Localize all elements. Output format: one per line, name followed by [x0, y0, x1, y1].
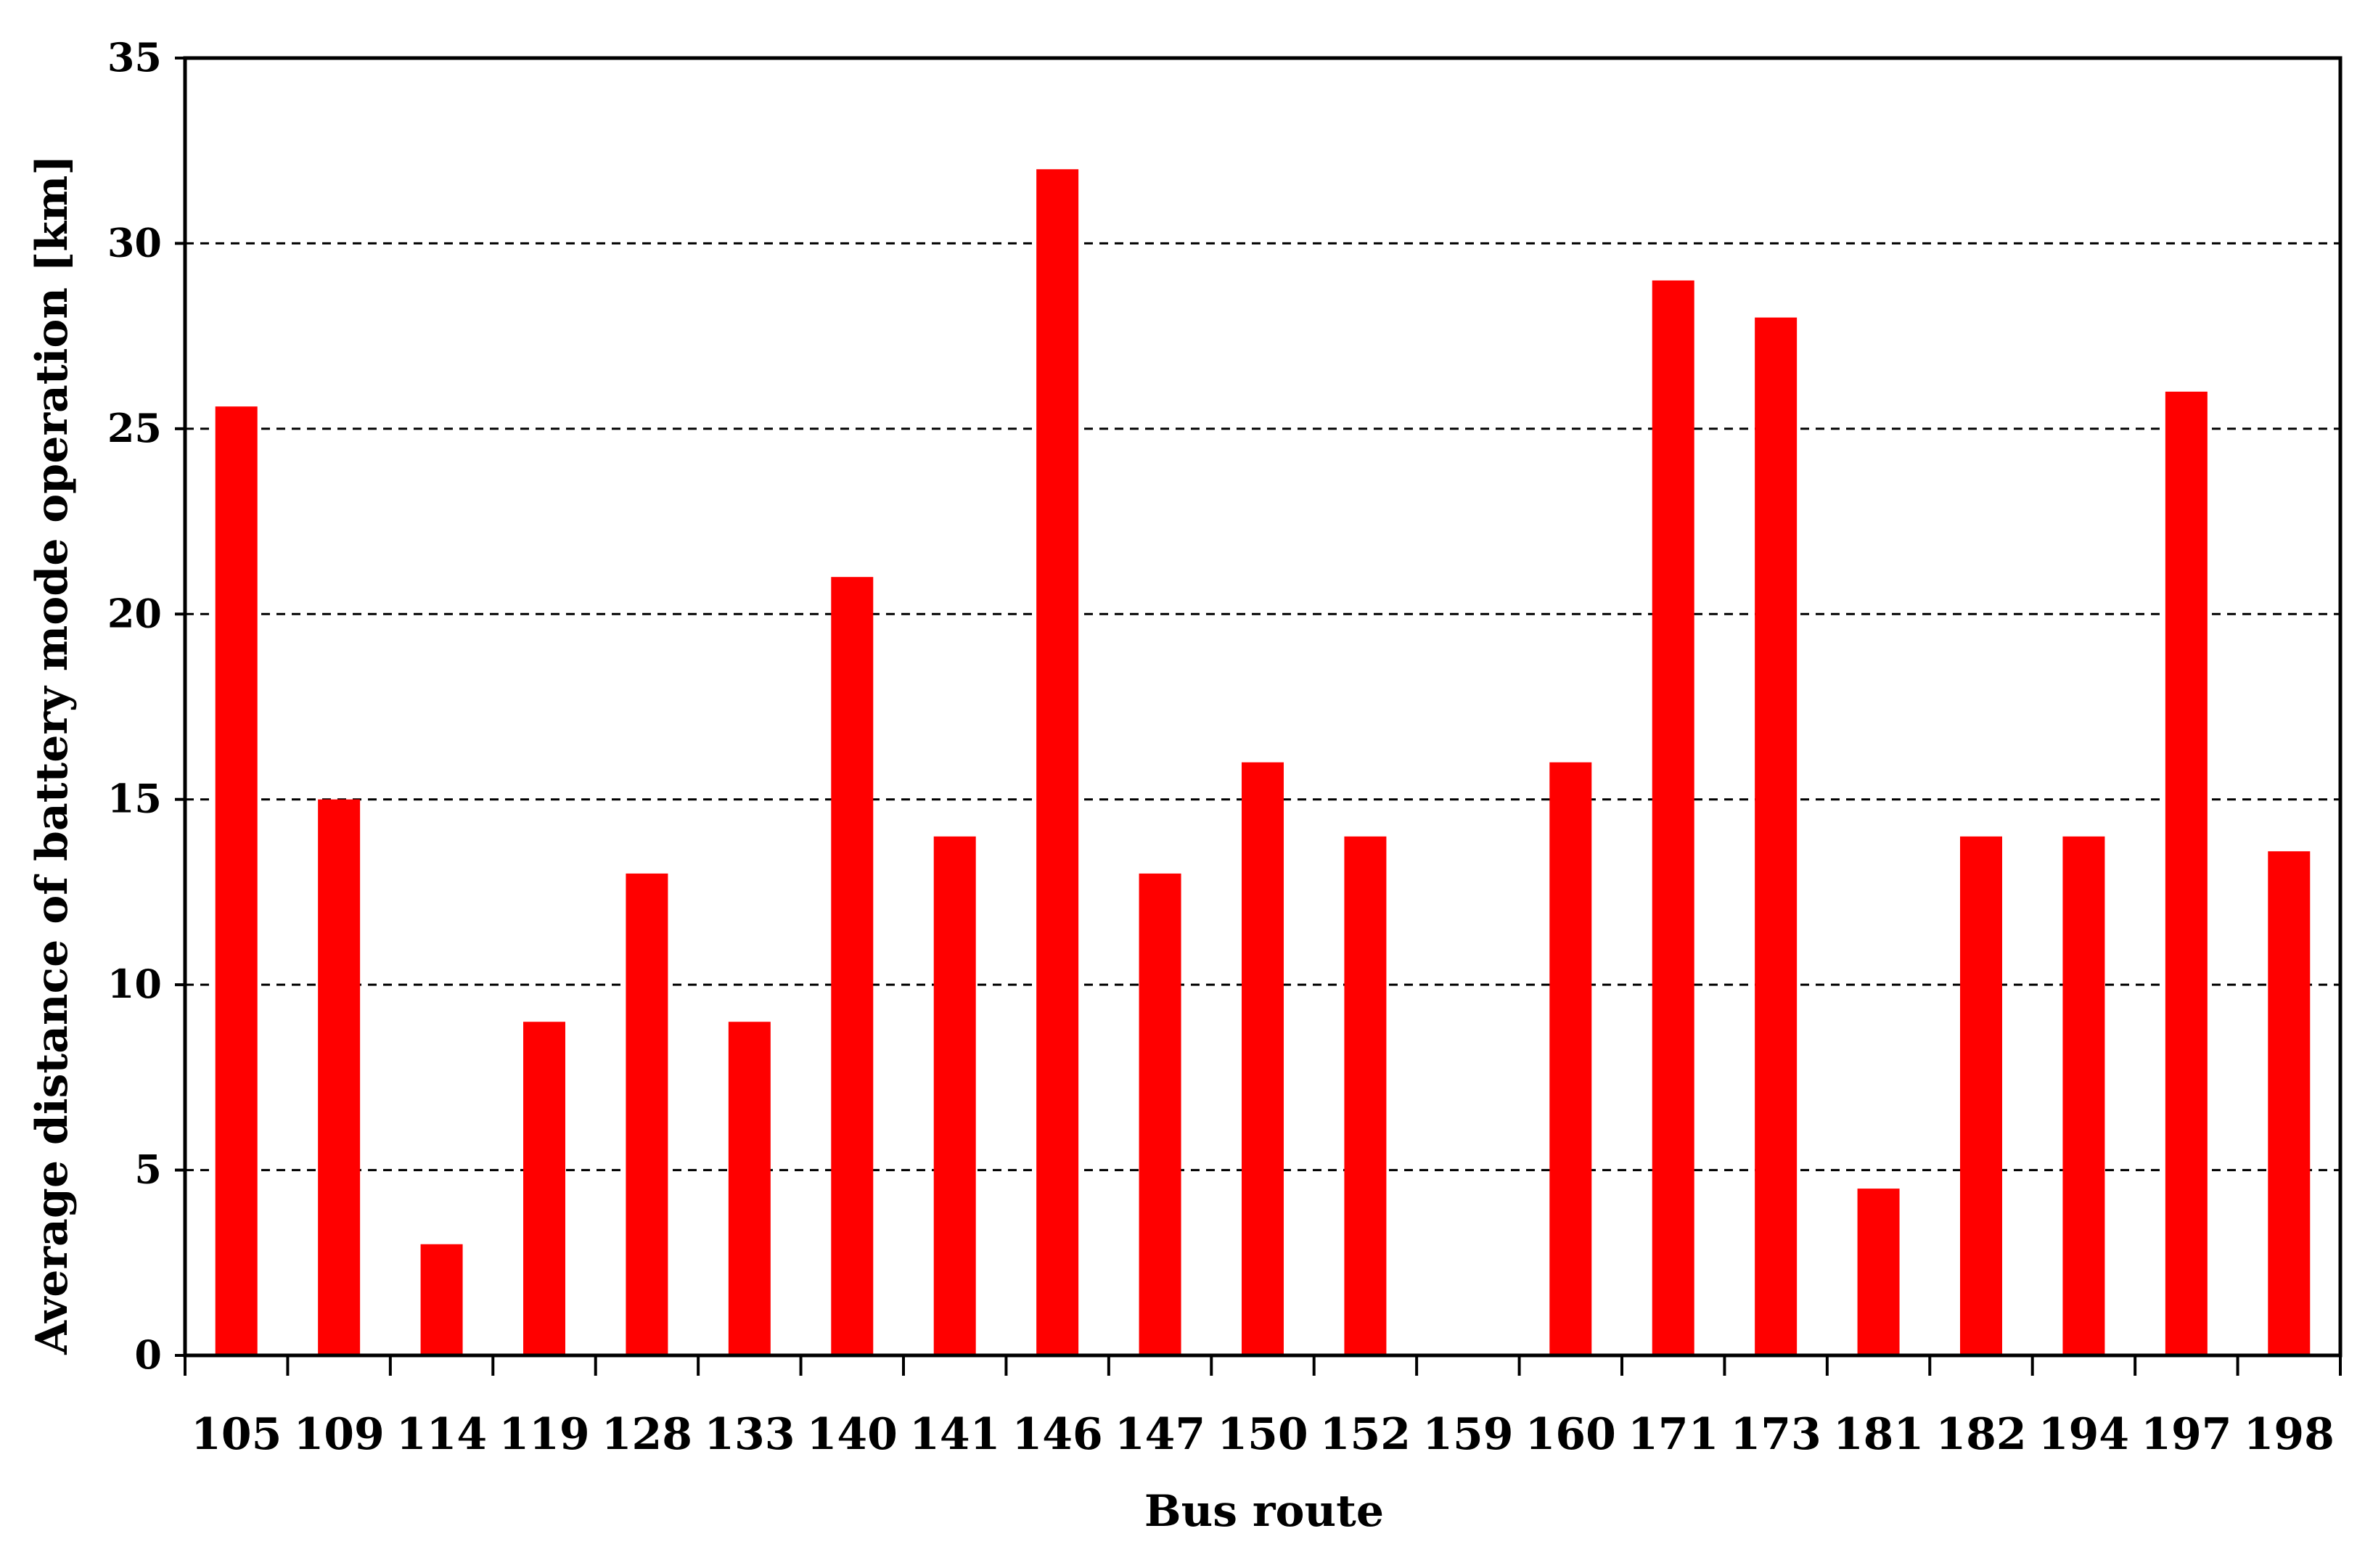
bar: [933, 836, 976, 1355]
x-tick-label: 105: [191, 1409, 282, 1460]
y-tick-label: 0: [134, 1331, 162, 1378]
bar: [626, 873, 668, 1355]
bar: [728, 1022, 771, 1355]
x-tick-label: 119: [499, 1409, 589, 1460]
x-tick-label: 150: [1217, 1409, 1308, 1460]
bar: [1242, 762, 1284, 1355]
x-tick-label: 128: [602, 1409, 692, 1460]
bar: [1549, 762, 1592, 1355]
x-tick-label: 198: [2244, 1409, 2335, 1460]
bar: [1139, 873, 1181, 1355]
bar: [1036, 169, 1079, 1356]
x-tick-label: 141: [909, 1409, 1000, 1460]
bar: [1652, 280, 1694, 1355]
x-tick-label: 109: [294, 1409, 385, 1460]
bar: [1857, 1189, 1900, 1355]
bars: [215, 169, 2311, 1356]
bar: [1755, 317, 1798, 1356]
x-tick-label: 197: [2141, 1409, 2231, 1460]
bar: [318, 799, 361, 1355]
x-tick-label: 173: [1731, 1409, 1821, 1460]
x-tick-label: 140: [807, 1409, 898, 1460]
y-tick-label: 15: [107, 776, 162, 822]
y-axis-title: Average distance of battery mode operati…: [27, 155, 78, 1355]
bar: [523, 1022, 565, 1355]
bar: [2165, 391, 2208, 1355]
bar: [2062, 836, 2105, 1355]
x-tick-label: 194: [2038, 1409, 2129, 1460]
bar: [831, 577, 874, 1356]
bar: [2268, 851, 2311, 1355]
y-tick-label: 25: [107, 405, 162, 451]
bar: [215, 406, 258, 1355]
x-tick-labels: 105 109 114 119 128 133 140 141 146 147 150 152 159 1…: [191, 1409, 2335, 1460]
x-tick-label: 133: [704, 1409, 795, 1460]
x-tick-label: 147: [1115, 1409, 1205, 1460]
bar: [1344, 836, 1387, 1355]
x-tick-label: 181: [1833, 1409, 1924, 1460]
x-tick-label: 146: [1012, 1409, 1103, 1460]
y-tick-label: 20: [107, 590, 162, 636]
x-axis-title: Bus route: [1144, 1486, 1384, 1537]
y-tick-label: 35: [107, 34, 162, 81]
y-tick-label: 30: [107, 219, 162, 266]
y-tick-labels: 0 5 10 15 20 25 30 35: [107, 34, 162, 1378]
axes: [175, 56, 2343, 1376]
bar: [420, 1244, 463, 1355]
bar: [1960, 836, 2002, 1355]
x-tick-label: 114: [396, 1409, 487, 1460]
x-tick-label: 159: [1422, 1409, 1513, 1460]
x-tick-label: 152: [1320, 1409, 1411, 1460]
x-tick-label: 171: [1628, 1409, 1718, 1460]
x-tick-label: 182: [1935, 1409, 2026, 1460]
y-tick-label: 10: [107, 961, 162, 1007]
plot-frame: [183, 56, 2343, 1358]
x-tick-label: 160: [1525, 1409, 1616, 1460]
y-tick-label: 5: [134, 1146, 162, 1193]
